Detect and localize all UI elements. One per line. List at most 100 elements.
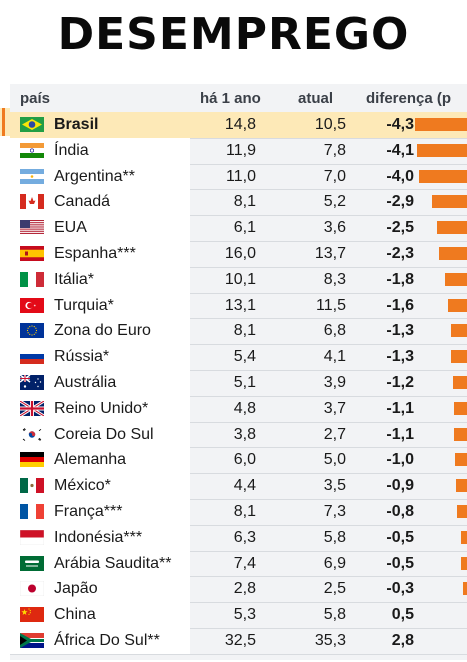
header-difference: diferença (p	[366, 90, 452, 107]
difference-bar	[439, 247, 467, 260]
current-value: 6,8	[323, 322, 346, 340]
difference-value: -4,1	[386, 141, 414, 159]
difference-value: -1,1	[386, 425, 414, 443]
table-row: EUA 6,1 3,6 -2,5	[10, 215, 467, 242]
year-ago-value: 6,1	[233, 219, 256, 237]
current-value: 7,8	[323, 141, 346, 159]
current-value: 7,0	[323, 167, 346, 185]
difference-bar	[451, 350, 467, 364]
difference-bar	[418, 169, 467, 183]
page-title: DESEMPREGO	[57, 9, 410, 60]
year-ago-value: 8,1	[233, 503, 256, 520]
current-value: 3,6	[323, 219, 346, 237]
difference-value: 0,5	[391, 606, 414, 624]
difference-bar	[457, 505, 467, 518]
table-row: Coreia Do Sul 3,8 2,7 -1,1	[10, 421, 467, 449]
table-row: China 5,3 5,8 0,5	[10, 602, 467, 629]
difference-value: -4,3	[386, 116, 414, 133]
year-ago-value: 6,0	[233, 451, 256, 469]
table-row: México* 4,4 3,5 -0,9	[10, 473, 467, 500]
country-name: Canadá	[54, 193, 111, 211]
spain-flag-icon	[20, 246, 44, 261]
difference-value: -1,2	[386, 374, 414, 391]
turkey-flag-icon	[20, 297, 44, 313]
table-row: Espanha*** 16,0 13,7 -2,3	[10, 241, 467, 268]
table-row: Turquia* 13,1 11,5 -1,6	[10, 292, 467, 320]
uk-flag-icon	[19, 399, 45, 418]
year-ago-value: 8,1	[233, 322, 256, 340]
difference-bar	[436, 221, 467, 235]
current-value: 5,8	[323, 606, 346, 624]
difference-value: -1,3	[386, 348, 414, 366]
year-ago-value: 11,0	[226, 167, 256, 185]
country-name: Espanha***	[54, 245, 136, 262]
year-ago-value: 7,4	[233, 554, 256, 572]
country-name: México*	[54, 477, 111, 495]
france-flag-icon	[20, 504, 44, 519]
current-value: 3,5	[323, 477, 346, 495]
year-ago-value: 10,1	[224, 270, 256, 288]
unemployment-table: país há 1 ano atual diferença (p Brasil 1…	[10, 84, 467, 660]
china-flag-icon	[20, 607, 44, 623]
current-value: 6,9	[323, 554, 346, 572]
year-ago-value: 4,8	[233, 399, 256, 417]
header-country: país	[20, 90, 51, 107]
current-value: 10,5	[314, 116, 346, 133]
japan-flag-icon	[19, 581, 45, 597]
canada-flag-icon	[20, 194, 44, 210]
country-name: Turquia*	[54, 296, 114, 314]
table-row: Zona do Euro 8,1 6,8 -1,3	[10, 318, 467, 346]
difference-bar	[454, 453, 467, 467]
current-value: 8,3	[323, 270, 346, 288]
difference-value: -2,3	[386, 245, 414, 262]
italy-flag-icon	[20, 271, 44, 287]
table-row: África Do Sul** 32,5 35,3 2,8	[10, 628, 467, 655]
table-row: Índia 11,9 7,8 -4,1	[10, 137, 467, 165]
difference-bar	[415, 118, 467, 131]
difference-value: 2,8	[391, 632, 414, 649]
table-row: Brasil 14,8 10,5 -4,3	[10, 112, 467, 139]
country-name: Japão	[54, 580, 98, 598]
difference-value: -1,1	[386, 399, 414, 417]
difference-value: -1,8	[386, 270, 414, 288]
country-name: África Do Sul**	[54, 632, 160, 649]
difference-bar	[445, 272, 467, 286]
argentina-flag-icon	[20, 168, 44, 184]
year-ago-value: 6,3	[233, 528, 256, 546]
header-year-ago: há 1 ano	[200, 90, 261, 107]
indonesia-flag-icon	[19, 529, 45, 545]
current-value: 5,2	[323, 193, 346, 211]
table-row: Reino Unido* 4,8 3,7 -1,1	[10, 395, 467, 423]
current-value: 13,7	[314, 245, 346, 262]
country-name: Coreia Do Sul	[54, 425, 154, 443]
country-name: Argentina**	[54, 167, 135, 185]
year-ago-value: 3,8	[233, 425, 256, 443]
difference-value: -2,5	[386, 219, 414, 237]
difference-bar	[453, 427, 467, 441]
difference-value: -0,9	[386, 477, 414, 495]
year-ago-value: 5,4	[233, 348, 256, 366]
brazil-flag-icon	[20, 117, 44, 132]
year-ago-value: 4,4	[233, 477, 256, 495]
current-value: 5,0	[323, 451, 346, 469]
header-current: atual	[298, 90, 334, 107]
table-row: França*** 8,1 7,3 -0,8	[10, 499, 467, 526]
difference-value: -4,0	[386, 167, 414, 185]
eurozone-flag-icon	[20, 323, 44, 339]
country-name: China	[54, 606, 96, 624]
country-name: Arábia Saudita**	[54, 554, 172, 572]
year-ago-value: 5,3	[233, 606, 256, 624]
year-ago-value: 11,9	[226, 141, 256, 159]
country-name: Indonésia***	[54, 528, 143, 546]
country-name: Brasil	[54, 116, 99, 133]
current-value: 5,8	[323, 528, 346, 546]
current-value: 2,7	[323, 425, 346, 443]
current-value: 7,3	[323, 503, 346, 520]
difference-value: -1,6	[386, 296, 414, 314]
difference-bar	[451, 324, 467, 338]
country-name: Austrália	[54, 374, 117, 391]
year-ago-value: 14,8	[224, 116, 256, 133]
highlight-marker	[0, 108, 10, 136]
difference-value: -0,5	[386, 528, 414, 546]
year-ago-value: 13,1	[224, 296, 256, 314]
